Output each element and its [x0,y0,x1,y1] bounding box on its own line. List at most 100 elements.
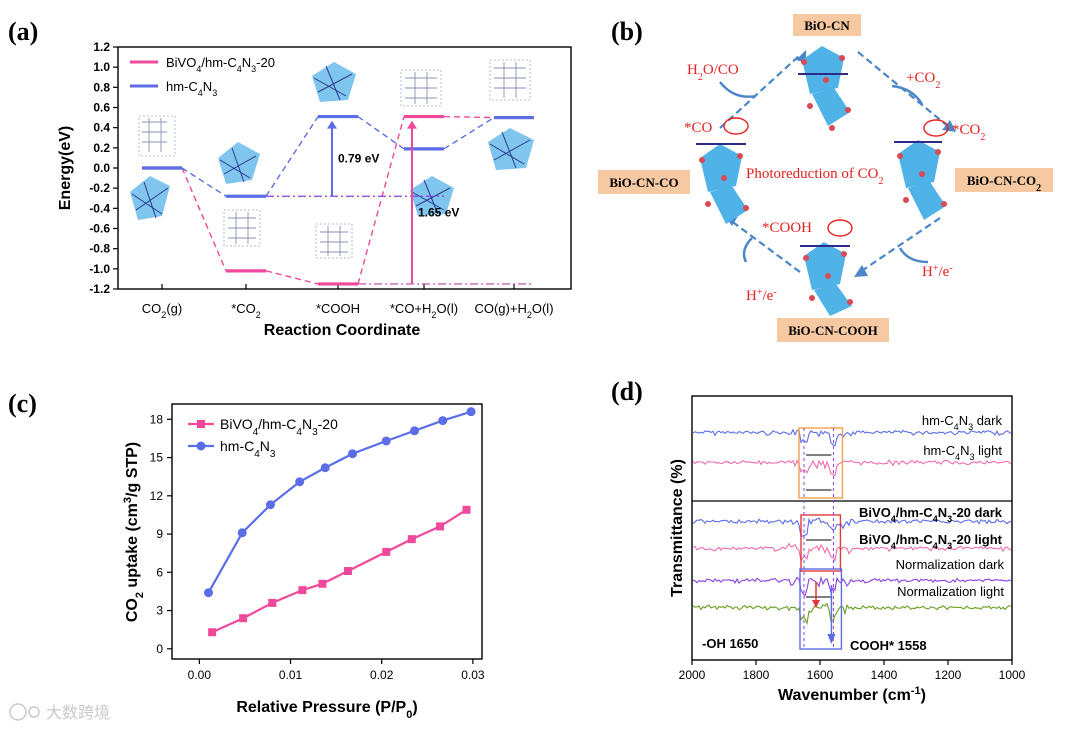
hm-c4n3-structure-co2 [223,209,261,247]
spectrum-label: Normalization light [897,584,1004,599]
adsorbate-label-co: *CO [684,120,713,136]
panel-d-series-labels: hm-C4N3 dark hm-C4N3 light BiVO4/hm-C4N3-2… [859,413,1004,599]
step-labels: +CO2 H+/e- H+/e- H2O/CO *CO2 *COOH *CO P… [684,62,985,304]
state-box-bio-cn-co2 [955,168,1053,192]
y-tick-label: -0.6 [89,222,110,236]
panel-b: (b) [598,14,1053,342]
data-point [265,500,275,510]
y-tick-label: -0.2 [89,181,110,195]
state-label-bio-cn-co2: BiO-CN-CO2 [967,173,1041,194]
step-label-h-e-left: H+/e- [746,287,777,305]
highlight-box-top [798,427,844,499]
bivo4-structure-co2g [130,176,170,220]
panel-a-y-ticks: -1.2 -1.0 -0.8 -0.6 -0.4 -0.2 0.0 0.2 0.4 0.6 0.8 1… [89,40,118,296]
energy-connector [265,270,319,285]
step-label-add-co2: +CO2 [906,70,940,91]
arrow-head-icon [942,120,956,132]
arrow-head-icon [854,265,868,277]
spectrum-label: BiVO4/hm-C4N3-20 dark [859,505,1003,524]
watermark-logo-icon [28,706,40,718]
bio-cn-co2-structure [894,140,947,220]
hm-c4n3-structure-cog [489,59,531,101]
spectrum-label: hm-C4N3 light [923,443,1002,462]
adsorbate-circles [723,117,949,237]
data-point [268,598,277,607]
x-category-label: *CO+H2O(l) [390,301,458,320]
data-point [462,505,471,514]
x-category-label: CO2(g) [142,301,182,320]
spectrum-line [692,575,1012,597]
y-tick-label: 0.6 [93,101,110,115]
y-tick-label: 0.8 [93,80,110,94]
state-label-bio-cn-co: BiO-CN-CO [609,175,678,190]
annotation-cooh-1558: COOH* 1558 [850,638,927,653]
x-tick-label: 0.02 [370,668,394,682]
data-point [407,535,416,544]
panel-c-label: (c) [8,389,37,418]
bio-cn-cooh-structure [800,242,853,316]
panel-a-annotations: 0.79 eV 1.65 eV [327,120,459,284]
data-point [382,547,391,556]
state-label-bio-cn-cooh: BiO-CN-COOH [788,323,878,338]
energy-connector [357,116,405,285]
arrow-head-icon [812,600,820,608]
x-tick-label: 1200 [935,668,962,682]
spectrum-line [692,602,1012,626]
highlight-box-middle [800,514,842,572]
panel-a: (a) -1.2 -1.0 -0.8 -0.6 -0.4 -0.2 0.0 0.2 0.4 0.6… [8,17,572,339]
y-tick-label: 0.4 [93,121,110,135]
step-label-h-e-right: H+/e- [922,263,953,281]
diagram-title: Photoreduction of CO2 [746,166,884,187]
y-tick-label: 18 [150,412,164,426]
y-tick-label: 15 [150,451,164,465]
energy-connector [181,167,227,272]
y-tick-label: -1.2 [89,282,110,296]
data-point [203,588,213,598]
state-label-bio-cn: BiO-CN [804,18,850,33]
y-tick-label: -1.0 [89,262,110,276]
panel-c-x-label: Relative Pressure (P/P0) [236,699,417,721]
state-box-bio-cn-cooh [777,318,889,342]
panel-d-ticks: 2000 1800 1600 1400 1200 1000 [679,660,1026,682]
arrow-head-icon [407,120,417,129]
hm-c4n3-structure-cooh [315,223,353,259]
panel-a-legend: BiVO4/hm-C4N3-20 hm-C4N3 [130,55,275,98]
spectrum-line [692,459,1012,477]
y-tick-label: 0.0 [93,161,110,175]
series-line-hmc4n3 [207,410,472,594]
watermark: 大数跨境 [9,703,110,722]
legend-label-hmc4n3: hm-C4N3 [166,79,217,98]
hm-c4n3-structure-co2g [138,115,176,157]
data-point [239,614,248,623]
y-tick-label: -0.4 [89,201,110,215]
panel-d-label: (d) [611,377,643,406]
data-point [466,407,476,417]
y-tick-label: 9 [156,527,163,541]
x-tick-label: 1600 [807,668,834,682]
highlight-box-bottom [799,568,843,650]
x-tick-label: 0.01 [279,668,303,682]
panel-c-legend: BiVO4/hm-C4N3-20 hm-C4N3 [188,416,338,460]
x-category-label: *CO2 [231,301,261,320]
x-category-label: *COOH [316,301,360,316]
data-point [298,586,307,595]
curved-step-arrows [719,81,929,264]
spectrum-label: BiVO4/hm-C4N3-20 light [859,532,1003,551]
data-point [410,426,420,436]
adsorbate-label-cooh: *COOH [762,220,812,236]
legend-label-bivo4: BiVO4/hm-C4N3-20 [166,55,275,74]
bio-cn-co-structure [696,143,749,224]
panel-a-x-label: Reaction Coordinate [264,322,421,339]
spectrum-line [692,428,1012,447]
panel-d-frame [691,395,1013,661]
watermark-logo-icon [9,703,27,721]
step-label-h2o-co: H2O/CO [687,62,739,83]
x-tick-label: 0.00 [188,668,212,682]
energy-connector [265,116,319,197]
spectrum-line [692,542,1012,563]
watermark-text: 大数跨境 [46,703,110,722]
panel-c: (c) 0.00 0.01 0.02 0.03 0 3 6 9 12 15 18 CO2 uptak… [8,389,485,721]
y-tick-label: 0 [156,642,163,656]
